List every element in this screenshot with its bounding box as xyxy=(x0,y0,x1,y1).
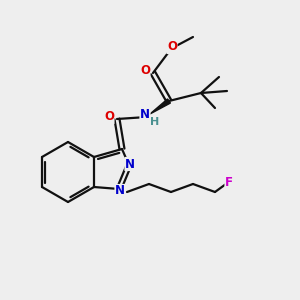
Text: N: N xyxy=(140,109,150,122)
Polygon shape xyxy=(150,99,170,114)
Text: O: O xyxy=(104,110,114,124)
Text: N: N xyxy=(125,158,135,170)
Text: O: O xyxy=(140,64,150,76)
Text: F: F xyxy=(225,176,233,188)
Text: N: N xyxy=(115,184,125,197)
Text: O: O xyxy=(167,40,177,53)
Text: H: H xyxy=(150,117,160,127)
